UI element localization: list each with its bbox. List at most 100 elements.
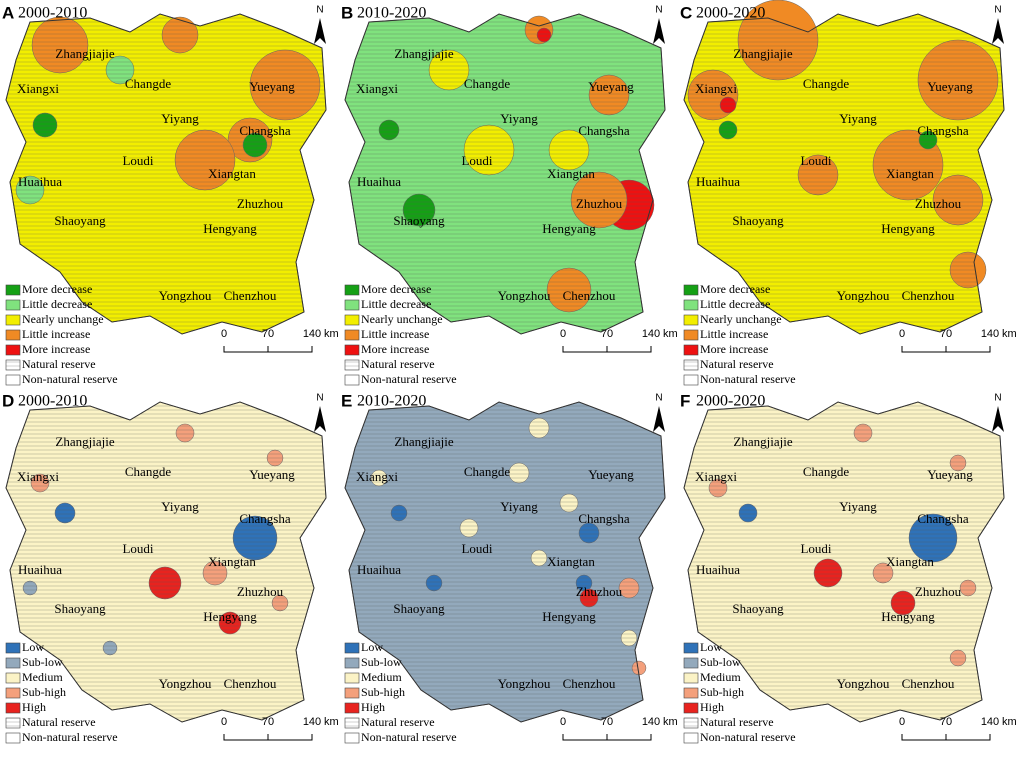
reserve-hatch bbox=[5, 401, 327, 723]
scale-label: 0 bbox=[221, 716, 227, 728]
scale-bar bbox=[223, 346, 313, 353]
legend-swatch bbox=[344, 344, 360, 356]
city-label: Changsha bbox=[239, 123, 291, 138]
legend-swatch bbox=[5, 657, 21, 669]
legend-label: Little decrease bbox=[361, 297, 431, 311]
legend-swatch bbox=[344, 284, 360, 296]
city-label: Yongzhou bbox=[837, 676, 890, 691]
city-label: Xiangtan bbox=[886, 166, 934, 181]
legend-swatch bbox=[683, 702, 699, 714]
legend-label: Sub-high bbox=[700, 685, 744, 699]
legend-swatch bbox=[344, 299, 360, 311]
city-label: Changsha bbox=[917, 123, 969, 138]
legend-swatch bbox=[344, 359, 360, 371]
legend-swatch bbox=[5, 374, 21, 386]
panel-period: 2010-2020 bbox=[357, 393, 426, 410]
scale-bar bbox=[901, 346, 991, 353]
panel: B 2010-2020 N Zhangjiajie Changde Xiangxi Yuey… bbox=[341, 3, 678, 385]
city-label: Zhangjiajie bbox=[394, 434, 453, 449]
reserve-hatch bbox=[683, 401, 1005, 723]
legend-label: Natural reserve bbox=[22, 357, 96, 371]
scale-label: 70 bbox=[601, 716, 613, 728]
legend-label: High bbox=[22, 700, 46, 714]
city-label: Zhangjiajie bbox=[55, 46, 114, 61]
scale-label: 70 bbox=[940, 328, 952, 340]
city-label: Huaihua bbox=[357, 174, 401, 189]
scale-label: 140 bbox=[642, 328, 660, 340]
legend-label: Sub-high bbox=[361, 685, 405, 699]
legend-label: Non-natural reserve bbox=[700, 730, 796, 744]
city-label: Changsha bbox=[578, 123, 630, 138]
city-label: Changde bbox=[803, 76, 849, 91]
legend-label: More decrease bbox=[361, 282, 431, 296]
scale-unit: km bbox=[324, 328, 339, 340]
legend-swatch bbox=[683, 374, 699, 386]
city-label: Huaihua bbox=[696, 174, 740, 189]
scale-unit: km bbox=[663, 716, 678, 728]
scale-label: 70 bbox=[262, 716, 274, 728]
city-label: Xiangxi bbox=[356, 81, 398, 96]
panel-period: 2000-2010 bbox=[18, 393, 87, 410]
scale-label: 70 bbox=[262, 328, 274, 340]
city-label: Huaihua bbox=[18, 174, 62, 189]
city-label: Chenzhou bbox=[902, 288, 955, 303]
scale-unit: km bbox=[1002, 328, 1017, 340]
city-label: Changsha bbox=[239, 511, 291, 526]
city-label: Xiangtan bbox=[208, 166, 256, 181]
city-label: Changde bbox=[125, 464, 171, 479]
city-label: Changsha bbox=[578, 511, 630, 526]
city-label: Yueyang bbox=[927, 79, 973, 94]
legend-swatch bbox=[5, 344, 21, 356]
city-label: Shaoyang bbox=[732, 213, 784, 228]
legend-label: Sub-high bbox=[22, 685, 66, 699]
panel-letter: B bbox=[341, 3, 353, 22]
legend-label: Sub-low bbox=[361, 655, 402, 669]
legend-swatch bbox=[683, 314, 699, 326]
city-label: Yiyang bbox=[500, 111, 538, 126]
legend-swatch bbox=[683, 344, 699, 356]
legend-swatch bbox=[344, 687, 360, 699]
legend-label: More increase bbox=[22, 342, 90, 356]
scale-label: 140 bbox=[981, 716, 999, 728]
legend-label: Little increase bbox=[700, 327, 768, 341]
legend-swatch bbox=[5, 642, 21, 654]
legend-label: Low bbox=[361, 640, 383, 654]
legend-swatch bbox=[5, 702, 21, 714]
city-label: Zhangjiajie bbox=[394, 46, 453, 61]
scale-label: 70 bbox=[940, 716, 952, 728]
city-label: Chenzhou bbox=[563, 288, 616, 303]
city-label: Changde bbox=[464, 76, 510, 91]
legend-label: Medium bbox=[700, 670, 741, 684]
city-label: Zhuzhou bbox=[915, 584, 962, 599]
north-label: N bbox=[316, 393, 323, 404]
city-label: Loudi bbox=[122, 153, 153, 168]
city-label: Hengyang bbox=[881, 609, 935, 624]
legend-label: Medium bbox=[22, 670, 63, 684]
legend-label: High bbox=[361, 700, 385, 714]
city-label: Huaihua bbox=[18, 562, 62, 577]
north-label: N bbox=[994, 5, 1001, 16]
legend-swatch bbox=[5, 329, 21, 341]
legend-label: Nearly unchange bbox=[700, 312, 782, 326]
city-label: Shaoyang bbox=[393, 601, 445, 616]
legend-label: High bbox=[700, 700, 724, 714]
legend-label: Low bbox=[22, 640, 44, 654]
legend-label: More decrease bbox=[700, 282, 770, 296]
city-label: Xiangtan bbox=[208, 554, 256, 569]
city-label: Xiangxi bbox=[356, 469, 398, 484]
legend-label: Natural reserve bbox=[700, 715, 774, 729]
legend-label: Natural reserve bbox=[22, 715, 96, 729]
scale-unit: km bbox=[324, 716, 339, 728]
city-label: Yiyang bbox=[500, 499, 538, 514]
legend-swatch bbox=[5, 314, 21, 326]
legend-label: Little decrease bbox=[700, 297, 770, 311]
legend-swatch bbox=[344, 314, 360, 326]
city-label: Xiangtan bbox=[547, 554, 595, 569]
legend-label: Non-natural reserve bbox=[361, 372, 457, 386]
city-label: Shaoyang bbox=[54, 213, 106, 228]
city-label: Huaihua bbox=[696, 562, 740, 577]
legend-swatch bbox=[683, 657, 699, 669]
panel-letter: E bbox=[341, 391, 352, 410]
legend-swatch bbox=[683, 299, 699, 311]
